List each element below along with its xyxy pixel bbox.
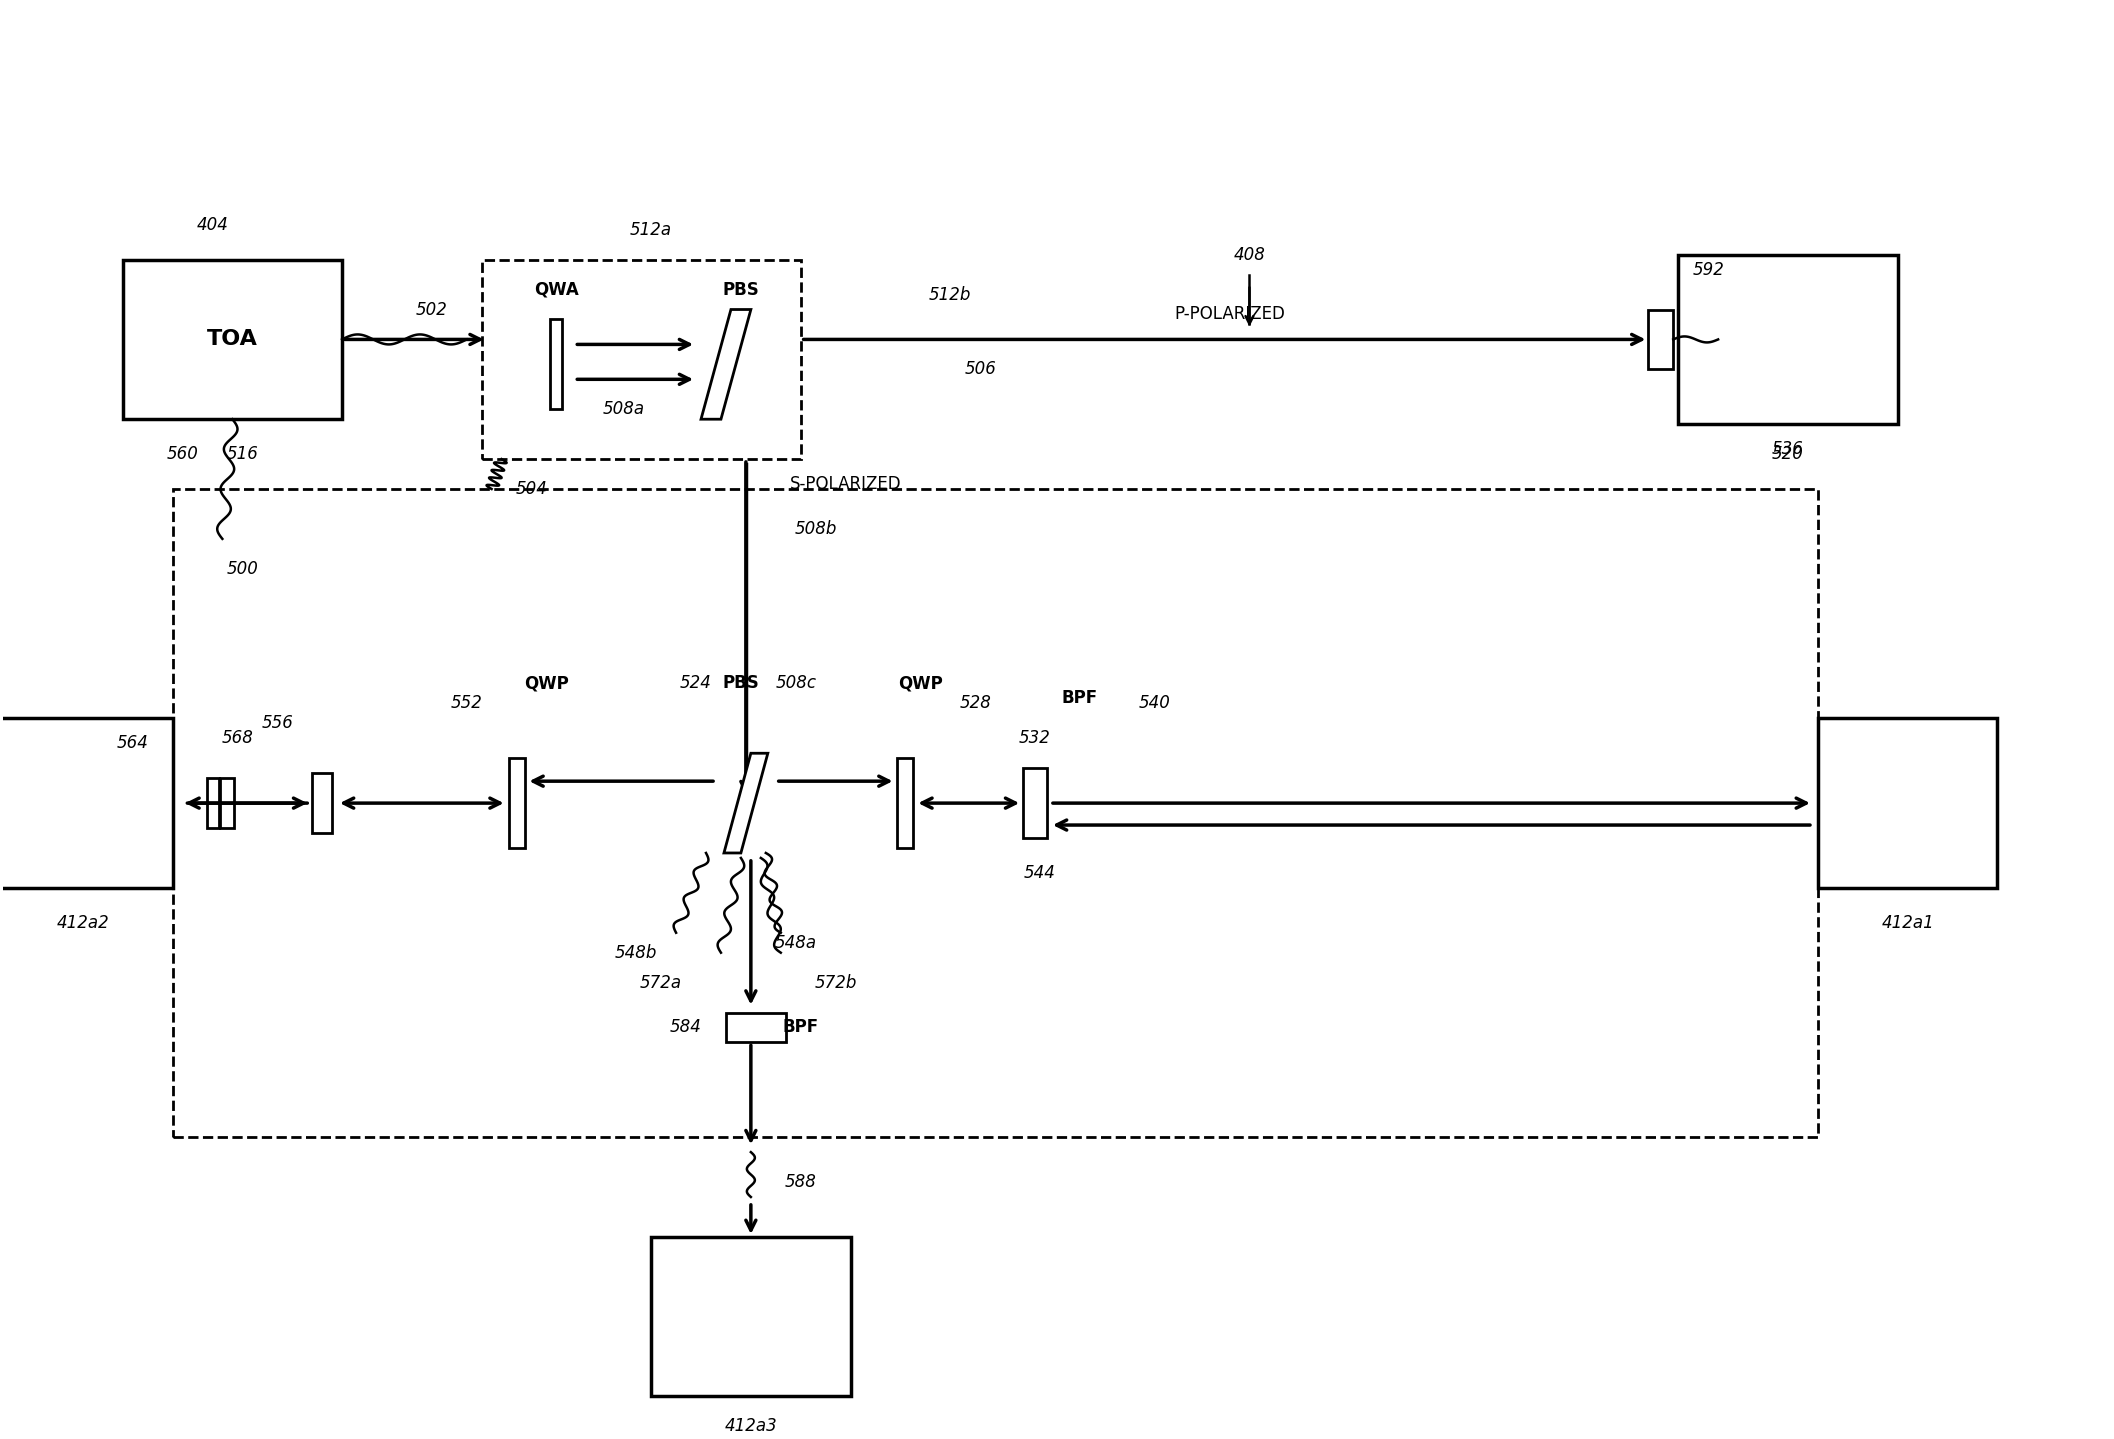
Text: 532: 532 <box>1019 730 1051 747</box>
Text: 508a: 508a <box>602 400 645 419</box>
Text: 540: 540 <box>1139 695 1171 712</box>
Text: TOA: TOA <box>207 330 258 350</box>
Text: 592: 592 <box>1691 260 1725 279</box>
Text: 548b: 548b <box>615 944 657 961</box>
Bar <box>0 718 173 888</box>
Text: 548a: 548a <box>774 934 816 951</box>
Text: 404: 404 <box>197 216 228 233</box>
Text: 412a3: 412a3 <box>725 1417 778 1435</box>
Text: 508b: 508b <box>795 519 837 538</box>
Text: QWA: QWA <box>535 281 579 298</box>
Bar <box>313 773 332 833</box>
Bar <box>651 1238 850 1396</box>
Text: PBS: PBS <box>723 281 759 298</box>
Text: 564: 564 <box>116 734 148 753</box>
Text: 506: 506 <box>964 360 996 378</box>
Bar <box>898 758 913 848</box>
Text: 552: 552 <box>450 695 482 712</box>
Text: 524: 524 <box>681 675 712 692</box>
Bar <box>1023 768 1046 837</box>
Text: 588: 588 <box>784 1173 816 1191</box>
Text: 572a: 572a <box>641 974 683 991</box>
Text: 536: 536 <box>1772 440 1803 458</box>
Text: 520: 520 <box>1772 445 1803 463</box>
Bar <box>482 259 801 459</box>
Text: 412a1: 412a1 <box>1881 914 1934 932</box>
Bar <box>725 1013 786 1042</box>
Text: 500: 500 <box>226 560 258 578</box>
Text: 512a: 512a <box>630 220 672 239</box>
Bar <box>173 489 1818 1137</box>
Bar <box>207 778 220 827</box>
Text: 568: 568 <box>222 730 254 747</box>
Text: 584: 584 <box>670 1019 702 1036</box>
Bar <box>1679 255 1898 425</box>
Text: 412a2: 412a2 <box>57 914 110 932</box>
Bar <box>1649 309 1674 370</box>
Text: 408: 408 <box>1232 246 1266 263</box>
Bar <box>220 778 235 827</box>
Text: 502: 502 <box>416 301 448 318</box>
Text: 544: 544 <box>1023 863 1057 882</box>
Text: QWP: QWP <box>898 675 943 692</box>
Text: 508c: 508c <box>776 675 816 692</box>
Text: 560: 560 <box>167 445 199 463</box>
Text: BPF: BPF <box>782 1019 818 1036</box>
Bar <box>509 758 524 848</box>
Bar <box>550 319 562 409</box>
Bar <box>123 259 342 419</box>
Text: PBS: PBS <box>723 675 759 692</box>
Text: BPF: BPF <box>1061 689 1097 708</box>
Polygon shape <box>702 309 750 419</box>
Text: 528: 528 <box>960 695 991 712</box>
Text: 512b: 512b <box>930 285 972 304</box>
Text: P-POLARIZED: P-POLARIZED <box>1173 305 1285 324</box>
Text: 572b: 572b <box>814 974 856 991</box>
Text: 516: 516 <box>226 445 258 463</box>
Polygon shape <box>723 753 767 853</box>
Text: S-POLARIZED: S-POLARIZED <box>791 475 901 494</box>
Text: 556: 556 <box>262 714 294 732</box>
Bar <box>1818 718 1998 888</box>
Text: 504: 504 <box>516 481 548 498</box>
Text: QWP: QWP <box>524 675 569 692</box>
